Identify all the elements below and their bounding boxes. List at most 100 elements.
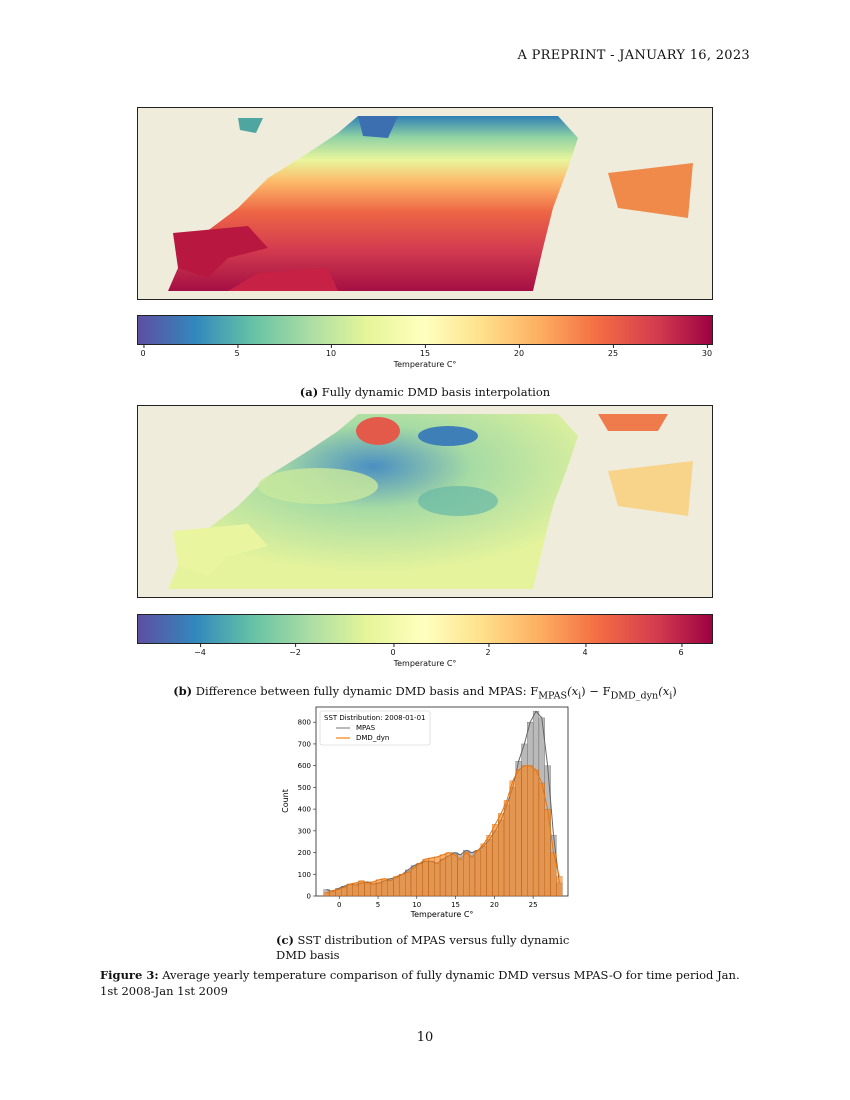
dmd-bar — [538, 782, 545, 897]
dmd-bar — [428, 857, 435, 897]
dmd-bar — [387, 880, 394, 897]
dmd-bar — [480, 843, 487, 897]
y-tick-label: 700 — [298, 740, 311, 748]
cbar-a-tick: 10 — [325, 344, 337, 358]
cbar-b-tick: −2 — [289, 643, 301, 657]
dmd-bar — [341, 887, 348, 897]
y-tick-label: 800 — [298, 719, 311, 727]
dmd-bar — [381, 878, 388, 897]
dmd-kde-line — [326, 765, 560, 894]
cbar-a-tick: 5 — [234, 344, 240, 358]
colorbar-b-label: Temperature C° — [393, 659, 457, 668]
dmd-bar — [393, 876, 400, 897]
dmd-bar — [370, 881, 377, 897]
dmd-bar — [364, 882, 371, 897]
x-tick-label: 0 — [337, 901, 341, 909]
cbar-b-tick: −4 — [194, 643, 206, 657]
ocean-region — [168, 116, 578, 291]
figure-caption-text: Average yearly temperature comparison of… — [100, 968, 740, 998]
cbar-b-tick: 2 — [485, 643, 491, 657]
caption-a: (a) Fully dynamic DMD basis interpolatio… — [0, 385, 850, 399]
caption-b-i1: i — [578, 690, 582, 702]
x-tick-label: 10 — [412, 901, 421, 909]
legend-title: SST Distribution: 2008-01-01 — [324, 714, 426, 722]
dmd-bar — [556, 876, 563, 897]
caption-b-mid2: (x — [658, 684, 670, 698]
cbar-a-tick: 0 — [140, 344, 146, 358]
caption-c: (c) SST distribution of MPAS versus full… — [276, 933, 586, 963]
dmd-bar — [532, 769, 540, 897]
caption-a-tag: (a) — [299, 385, 319, 399]
caption-a-text: Fully dynamic DMD basis interpolation — [321, 385, 551, 399]
caption-b-i2: i — [669, 690, 673, 702]
legend: SST Distribution: 2008-01-01 MPAS DMD_dy… — [319, 710, 431, 746]
caption-b-sub2: DMD_dyn — [610, 690, 659, 702]
sst-map-dmd — [137, 107, 713, 300]
y-tick-label: 200 — [298, 849, 311, 857]
x-tick-label: 15 — [451, 901, 460, 909]
colorbar-a-label: Temperature C° — [393, 360, 457, 369]
colorbar-b — [137, 614, 713, 644]
dmd-bar — [358, 880, 365, 897]
cbar-b-tick: 4 — [582, 643, 588, 657]
caption-b-text: Difference between fully dynamic DMD bas… — [195, 684, 539, 698]
colorbar-b-ticks: −4 −2 0 2 4 6 — [137, 643, 713, 658]
dmd-bar — [405, 871, 412, 897]
caption-b-sub1: MPAS — [538, 690, 568, 702]
dmd-bar — [410, 867, 417, 897]
dmd-bar — [498, 813, 505, 897]
dmd-bar — [416, 863, 423, 897]
legend-box — [319, 710, 431, 746]
dmd-bars — [323, 765, 563, 897]
dmd-bar — [474, 850, 481, 897]
dmd-bar — [527, 765, 534, 897]
dmd-bar — [486, 835, 493, 897]
dmd-bar — [375, 879, 383, 897]
sst-histogram: 0 5 10 15 20 25 0 100 200 300 400 500 600 700 800 Tem… — [276, 703, 572, 927]
y-tick-label: 0 — [307, 893, 311, 901]
x-tick-label: 25 — [529, 901, 538, 909]
dmd-bar — [445, 852, 452, 897]
dmd-bar — [509, 780, 516, 897]
dmd-bar — [457, 858, 464, 897]
legend-mpas-label: MPAS — [356, 724, 376, 732]
running-header: A PREPRINT - JANUARY 16, 2023 — [517, 48, 750, 63]
dmd-bar — [468, 856, 476, 897]
caption-c-text: SST distribution of MPAS versus fully dy… — [276, 933, 570, 962]
y-tick-label: 300 — [298, 827, 311, 835]
dmd-bar — [323, 892, 330, 897]
difference-map — [137, 405, 713, 598]
caption-b-tag: (b) — [173, 684, 193, 698]
colorbar-a-ticks: 0 5 10 15 20 25 30 — [137, 344, 713, 359]
cbar-b-tick: 6 — [678, 643, 684, 657]
dmd-bar — [335, 889, 342, 897]
caption-b-mid: (x — [567, 684, 579, 698]
dmd-bar — [352, 882, 359, 897]
y-tick-label: 600 — [298, 762, 311, 770]
dmd-bar — [434, 856, 441, 897]
dmd-bar — [515, 769, 522, 897]
y-axis-ticks: 0 100 200 300 400 500 600 700 800 — [298, 719, 316, 901]
dmd-bar — [399, 874, 406, 897]
ocean-region — [168, 414, 578, 589]
cbar-a-tick: 25 — [607, 344, 619, 358]
dmd-bar — [521, 765, 528, 897]
x-axis-label: Temperature C° — [410, 910, 474, 919]
y-tick-label: 500 — [298, 784, 311, 792]
caption-b-end: ) — [672, 684, 677, 698]
dmd-bar — [422, 858, 429, 897]
cbar-a-tick: 30 — [701, 344, 713, 358]
colorbar-a — [137, 315, 713, 345]
histogram-svg: 0 5 10 15 20 25 0 100 200 300 400 500 600 700 800 Tem… — [281, 706, 569, 919]
caption-b-minus: ) − F — [581, 684, 611, 698]
x-tick-label: 20 — [490, 901, 499, 909]
dmd-bar — [463, 852, 470, 897]
cbar-a-tick: 20 — [513, 344, 525, 358]
dmd-bar — [451, 854, 458, 897]
x-tick-label: 5 — [376, 901, 380, 909]
caption-b: (b) Difference between fully dynamic DMD… — [0, 684, 850, 701]
legend-dmd-label: DMD_dyn — [356, 734, 389, 742]
figure-caption: Figure 3: Average yearly temperature com… — [100, 968, 750, 999]
dmd-bar — [439, 854, 447, 897]
dmd-bar — [346, 883, 353, 897]
